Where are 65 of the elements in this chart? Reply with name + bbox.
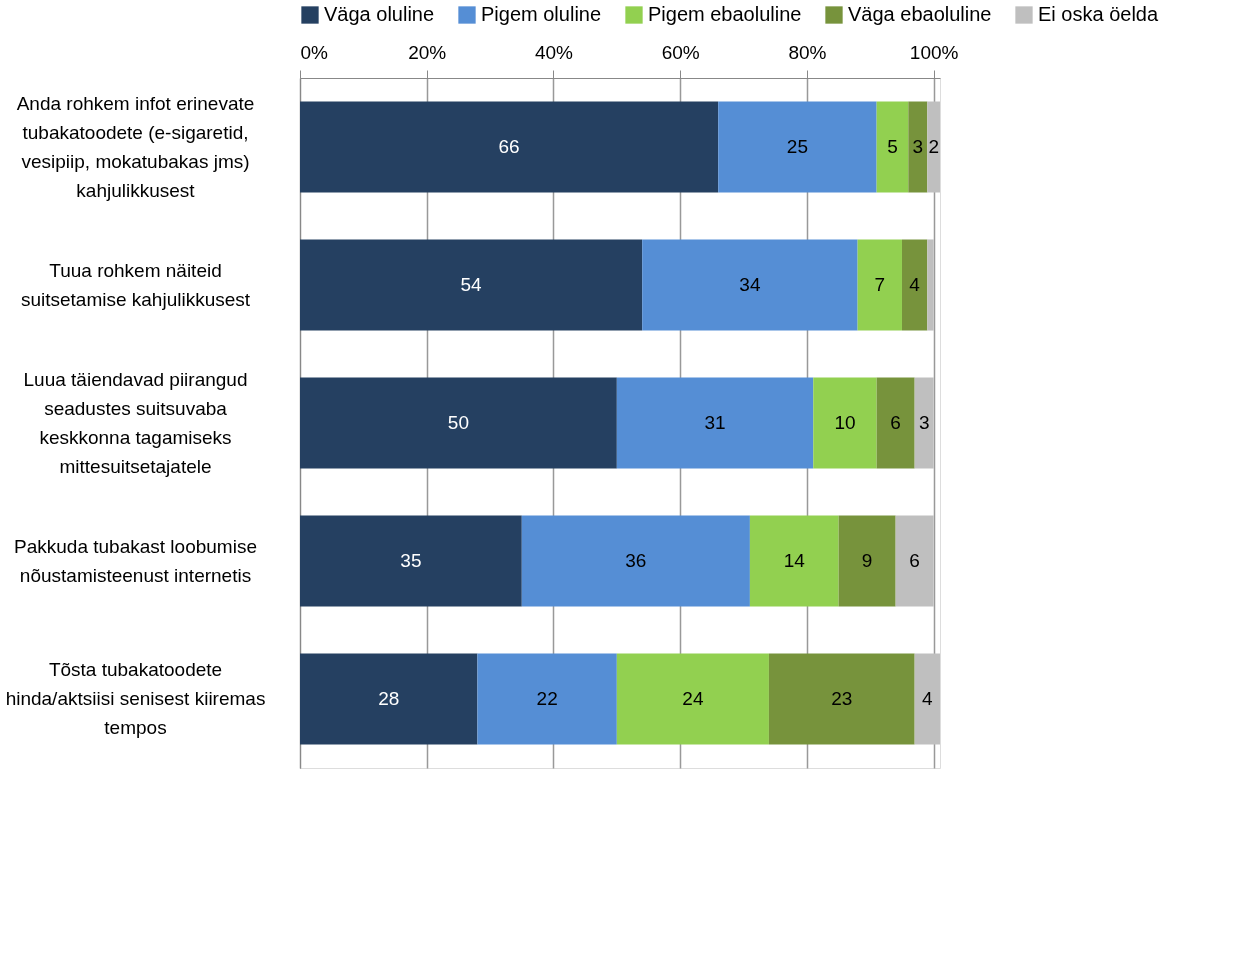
legend-label: Väga ebaoluline bbox=[848, 3, 992, 25]
x-tick-label: 40% bbox=[534, 41, 574, 63]
legend-label: Väga oluline bbox=[324, 3, 435, 25]
bar bbox=[477, 653, 617, 745]
bar bbox=[718, 101, 877, 193]
data-label: 3 bbox=[912, 136, 924, 157]
bar bbox=[876, 377, 915, 469]
data-label: 36 bbox=[625, 550, 647, 571]
data-label: 5 bbox=[887, 136, 898, 157]
x-tick-label: 100% bbox=[909, 41, 959, 63]
data-label: 7 bbox=[874, 274, 886, 295]
data-label: 4 bbox=[922, 688, 934, 709]
bar bbox=[300, 653, 478, 745]
legend-label: Ei oska öelda bbox=[1038, 3, 1159, 25]
y-tick-label: Pakkuda tubakast loobumise nõustamisteenust internetis bbox=[14, 535, 257, 586]
bar bbox=[768, 653, 915, 745]
bar bbox=[857, 239, 902, 331]
bar bbox=[876, 101, 909, 193]
x-tick-label: 60% bbox=[661, 41, 700, 63]
legend-label: Pigem ebaoluline bbox=[648, 3, 802, 25]
data-label: 3 bbox=[918, 412, 930, 433]
data-label: 25 bbox=[786, 136, 808, 157]
x-tick-label: 20% bbox=[408, 41, 447, 63]
bar bbox=[642, 239, 858, 331]
bar bbox=[838, 515, 896, 607]
bar bbox=[914, 377, 934, 469]
y-tick-label: Tuua rohkem näiteid suitsetamise kahjulikkusest bbox=[20, 259, 251, 310]
y-tick-label: Tõsta tubakatoodete hinda/aktsiisi senisest kiiremas tempos bbox=[5, 659, 266, 738]
data-label: 54 bbox=[460, 274, 483, 295]
data-label: 6 bbox=[890, 412, 901, 433]
data-label: 14 bbox=[783, 550, 806, 571]
data-label: 31 bbox=[704, 412, 726, 433]
legend-label: Pigem oluline bbox=[481, 3, 602, 25]
bar bbox=[300, 239, 643, 331]
bar bbox=[927, 101, 940, 193]
y-tick-label: Luua täiendavad piirangud seadustes suitsuvaba keskkonna tagamiseks mittesuitsetajatele bbox=[23, 368, 248, 477]
bar bbox=[521, 515, 750, 607]
data-label: 24 bbox=[682, 688, 704, 709]
bar bbox=[908, 101, 928, 193]
bar bbox=[300, 377, 617, 469]
data-label: 50 bbox=[447, 412, 469, 433]
x-tick-label: 0% bbox=[300, 41, 329, 63]
data-label: 66 bbox=[498, 136, 520, 157]
bar bbox=[616, 653, 769, 745]
data-label: 9 bbox=[861, 550, 873, 571]
data-label: 4 bbox=[909, 274, 921, 295]
data-label: 6 bbox=[909, 550, 920, 571]
bar bbox=[616, 377, 814, 469]
data-label: 2 bbox=[928, 136, 939, 157]
bar bbox=[749, 515, 839, 607]
x-tick-label: 80% bbox=[788, 41, 827, 63]
bar bbox=[813, 377, 877, 469]
y-tick-label: Anda rohkem infot erinevate tubakatoodete (e-sigaretid, vesipiip, mokatubakas jms) kahjulikkusest bbox=[16, 92, 255, 201]
bar bbox=[901, 239, 928, 331]
bar bbox=[300, 515, 522, 607]
bar bbox=[914, 653, 940, 745]
data-label: 28 bbox=[378, 688, 400, 709]
bar bbox=[927, 239, 934, 331]
bar bbox=[300, 101, 719, 193]
data-label: 10 bbox=[834, 412, 856, 433]
data-label: 23 bbox=[831, 688, 853, 709]
bar bbox=[895, 515, 934, 607]
data-label: 34 bbox=[739, 274, 761, 295]
data-label: 22 bbox=[536, 688, 558, 709]
data-label: 35 bbox=[400, 550, 422, 571]
